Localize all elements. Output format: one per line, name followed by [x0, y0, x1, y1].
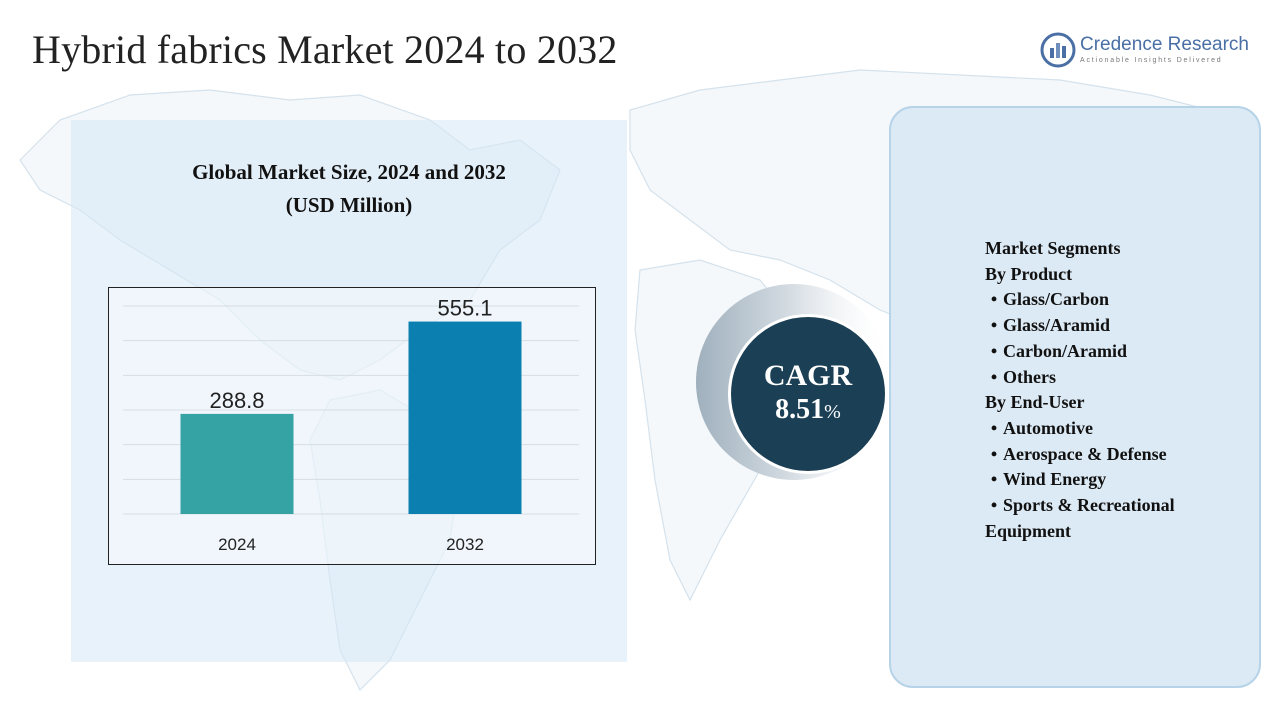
chart-title-line2: (USD Million) — [285, 193, 413, 217]
segment-group-title: By Product — [985, 263, 1073, 284]
brand-logo[interactable]: Credence Research Actionable Insights De… — [1040, 32, 1260, 72]
segment-group-title: By End-User — [985, 392, 1085, 413]
x-tick-label: 2032 — [446, 535, 484, 554]
segment-item: • Automotive — [985, 416, 1245, 442]
segment-list-product: • Glass/Carbon • Glass/Aramid • Carbon/Aram… — [985, 287, 1245, 390]
segment-item: • Aerospace & Defense — [985, 442, 1245, 468]
bar — [180, 413, 294, 514]
bullet-icon: • — [990, 443, 998, 464]
bullet-icon: • — [990, 289, 998, 310]
bullet-icon: • — [990, 495, 998, 516]
bullet-icon: • — [990, 366, 998, 387]
cagr-unit: % — [824, 401, 841, 423]
market-segments: Market Segments By Product • Glass/Carbon… — [985, 236, 1245, 544]
bar — [408, 321, 522, 514]
cagr-badge: CAGR 8.51% — [728, 314, 888, 474]
logo-name: Credence Research — [1080, 34, 1249, 55]
segment-item: • Wind Energy — [985, 467, 1245, 493]
credence-logo-icon — [1040, 32, 1076, 68]
cagr-label: CAGR — [763, 359, 853, 392]
bar-chart: 288.8 2024 555.1 2032 — [123, 296, 579, 554]
bullet-icon: • — [990, 469, 998, 490]
segment-item: • Carbon/Aramid — [985, 339, 1245, 365]
chart-title: Global Market Size, 2024 and 2032 (USD M… — [71, 156, 627, 222]
chart-panel — [71, 120, 627, 662]
segments-panel — [889, 106, 1261, 688]
segment-item: • Glass/Aramid — [985, 313, 1245, 339]
segment-item: • Glass/Carbon — [985, 287, 1245, 313]
bullet-icon: • — [990, 340, 998, 361]
bar-value-label: 288.8 — [209, 388, 264, 413]
bar-chart-frame: 288.8 2024 555.1 2032 — [108, 287, 596, 565]
segment-trailing-line: Equipment — [985, 520, 1072, 541]
logo-tagline: Actionable Insights Delivered — [1080, 57, 1223, 64]
segment-item: • Sports & Recreational — [985, 493, 1245, 519]
cagr-value: 8.51 — [775, 394, 825, 425]
bullet-icon: • — [990, 417, 998, 438]
segment-list-end-user: • Automotive • Aerospace & Defense • Wind E… — [985, 416, 1245, 519]
bullet-icon: • — [990, 315, 998, 336]
segment-item: • Others — [985, 365, 1245, 391]
x-tick-label: 2024 — [218, 535, 256, 554]
segments-heading: Market Segments — [985, 238, 1121, 258]
chart-title-line1: Global Market Size, 2024 and 2032 — [192, 160, 506, 184]
page-title: Hybrid fabrics Market 2024 to 2032 — [32, 27, 618, 72]
bar-value-label: 555.1 — [437, 296, 492, 321]
cagr-value-line: 8.51% — [775, 393, 841, 429]
